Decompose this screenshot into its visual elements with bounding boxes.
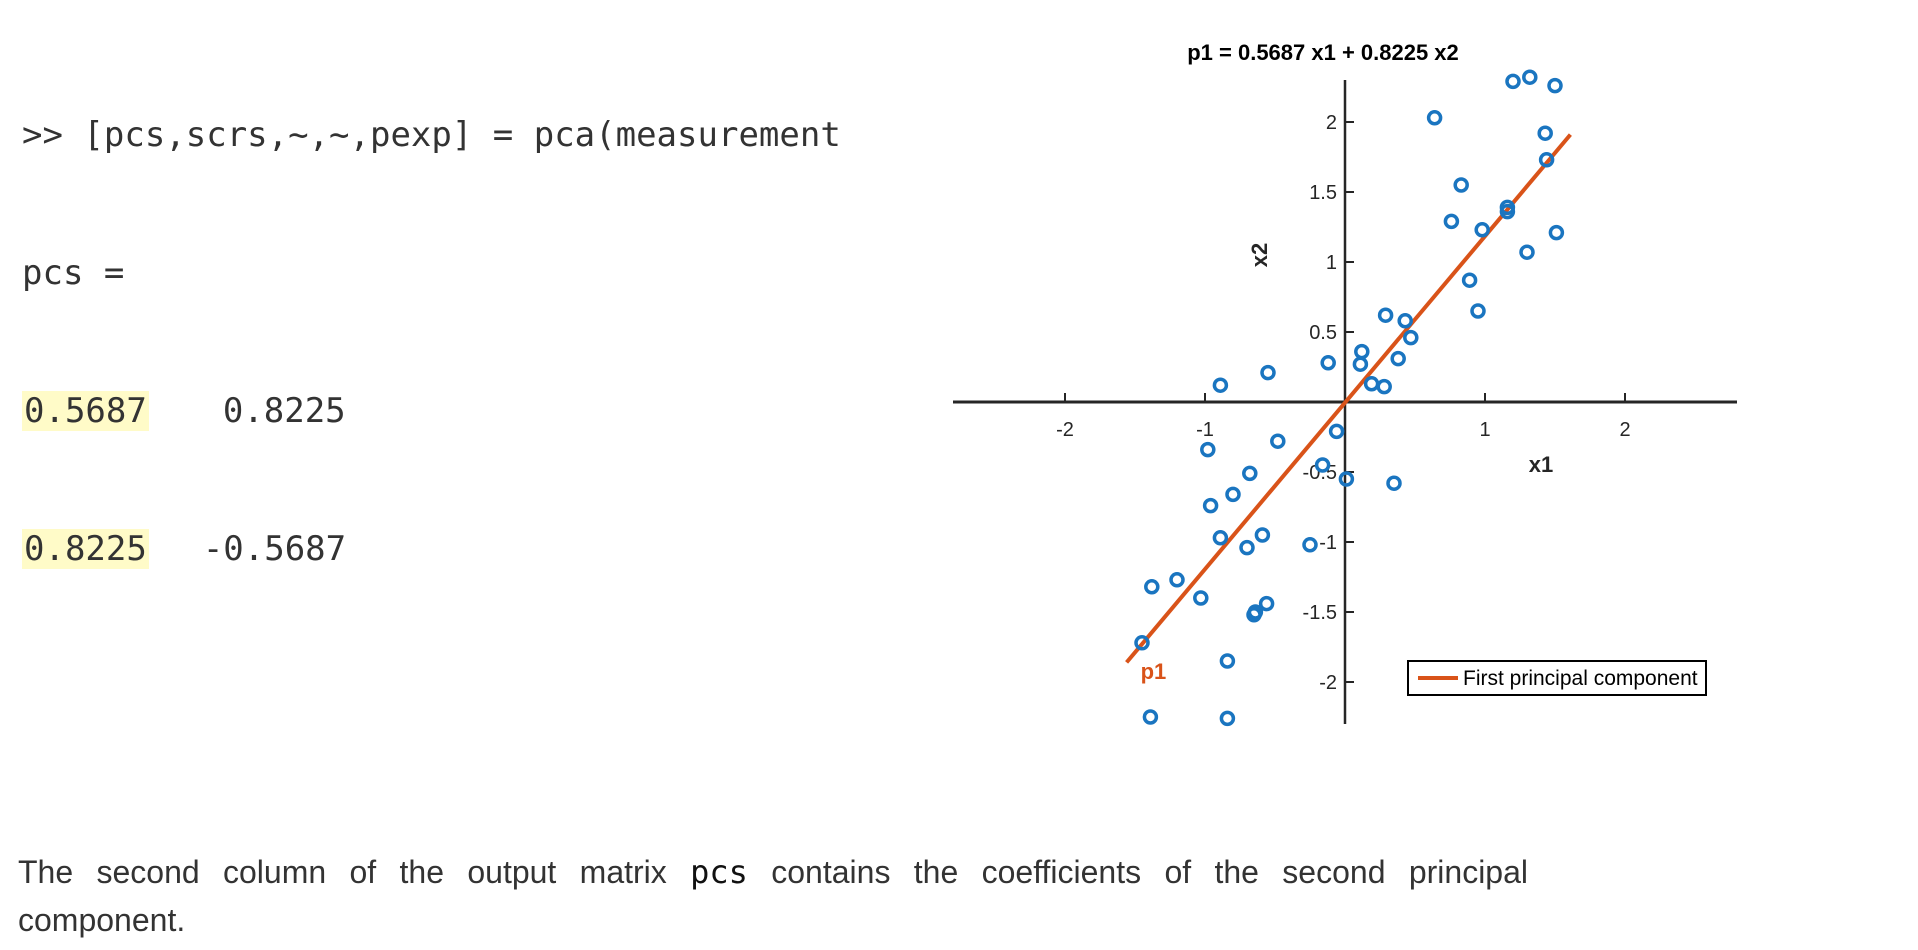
matrix-cell-r1c2: 0.8225 [222,391,346,431]
legend: First principal component [1407,660,1707,696]
data-point [1354,343,1370,360]
x-tick-label: 2 [1619,419,1630,441]
data-point [1142,709,1159,725]
y-tick-label: -2 [1319,672,1337,694]
data-point [1320,355,1336,371]
variable-label: pcs = [22,253,125,293]
pca-scatter-chart: p1 = 0.5687 x1 + 0.8225 x2 -2 -1 1 2-2-1.5-… [953,40,1737,727]
data-point [1314,457,1331,473]
y-tick-label: 1.5 [1309,182,1337,204]
data-point [1397,313,1413,329]
description-paragraph: The second column of the output matrix p… [18,848,1528,944]
description-text-after: contains the coefficients of the second … [18,854,1529,938]
data-point [1376,378,1392,395]
data-point [1193,590,1209,606]
y-tick-label: 2 [1326,112,1337,134]
data-point [1537,125,1553,141]
x-tick-label: -2 [1056,419,1074,441]
data-point [1246,607,1262,623]
matrix-row-1: 0.5687 0.8225 [22,388,841,434]
data-point [1453,177,1469,193]
x-tick-label: -1 [1196,419,1214,441]
description-text-before: The second column of the output matrix [18,854,691,890]
command-line: >> [pcs,scrs,~,~,pexp] = pca(measurement [22,115,841,155]
principal-component-label: p1 [1141,659,1167,684]
chart-title: p1 = 0.5687 x1 + 0.8225 x2 [1187,40,1459,65]
data-point [1426,110,1443,126]
data-point [1461,272,1478,288]
data-point [1338,471,1355,487]
axis-ticks: -2 -1 1 2 -2 -1.5 -1 -0.5 0.5 1 1.5 2 [1056,112,1630,694]
y-tick-label: 1 [1326,252,1337,274]
data-point [1386,475,1402,491]
data-point [1443,213,1460,230]
matrix-cell-r2c1: 0.8225 [22,529,149,569]
y-axis-label: x2 [1247,243,1272,267]
data-point [1270,433,1286,449]
data-point [1302,537,1318,553]
data-point [1474,222,1490,238]
data-point [1212,530,1229,546]
y-tick-label: -1 [1319,532,1337,554]
data-point [1219,710,1236,727]
y-tick-label: -0.5 [1303,462,1337,484]
matrix-cell-r1c1: 0.5687 [22,391,149,431]
data-points [1134,69,1565,727]
data-point [1522,69,1538,85]
y-tick-label: -1.5 [1303,602,1337,624]
x-axis-label: x1 [1529,452,1553,477]
data-point [1258,595,1275,612]
x-tick-label: 1 [1479,419,1490,441]
data-point [1470,303,1486,319]
data-point [1260,364,1276,381]
principal-component-line [1125,133,1572,664]
data-point [1547,77,1563,94]
data-point [1328,423,1345,440]
data-point [1219,653,1236,669]
data-point [1169,572,1185,588]
data-point [1499,203,1516,220]
data-point [1390,350,1406,367]
data-point [1377,307,1394,323]
matrix-row-2: 0.8225 -0.5687 [22,526,841,572]
data-point [1242,465,1258,482]
data-point [1548,224,1565,241]
data-point [1538,152,1555,168]
y-tick-label: 0.5 [1309,322,1337,344]
data-point [1144,579,1160,595]
data-point [1212,377,1229,393]
data-point [1239,539,1255,556]
data-point [1202,497,1219,514]
data-point [1505,73,1521,90]
legend-entry: First principal component [1463,667,1698,690]
data-point [1254,527,1271,543]
data-point [1200,441,1216,458]
data-point [1403,329,1419,346]
data-point [1352,356,1369,372]
data-point [1134,635,1150,651]
code-output: >> [pcs,scrs,~,~,pexp] = pca(measurement… [22,20,841,618]
data-point [1519,244,1535,260]
inline-code: pcs [690,853,748,891]
matrix-cell-r2c2: -0.5687 [202,529,347,569]
data-point [1363,376,1380,392]
data-point [1225,486,1241,503]
